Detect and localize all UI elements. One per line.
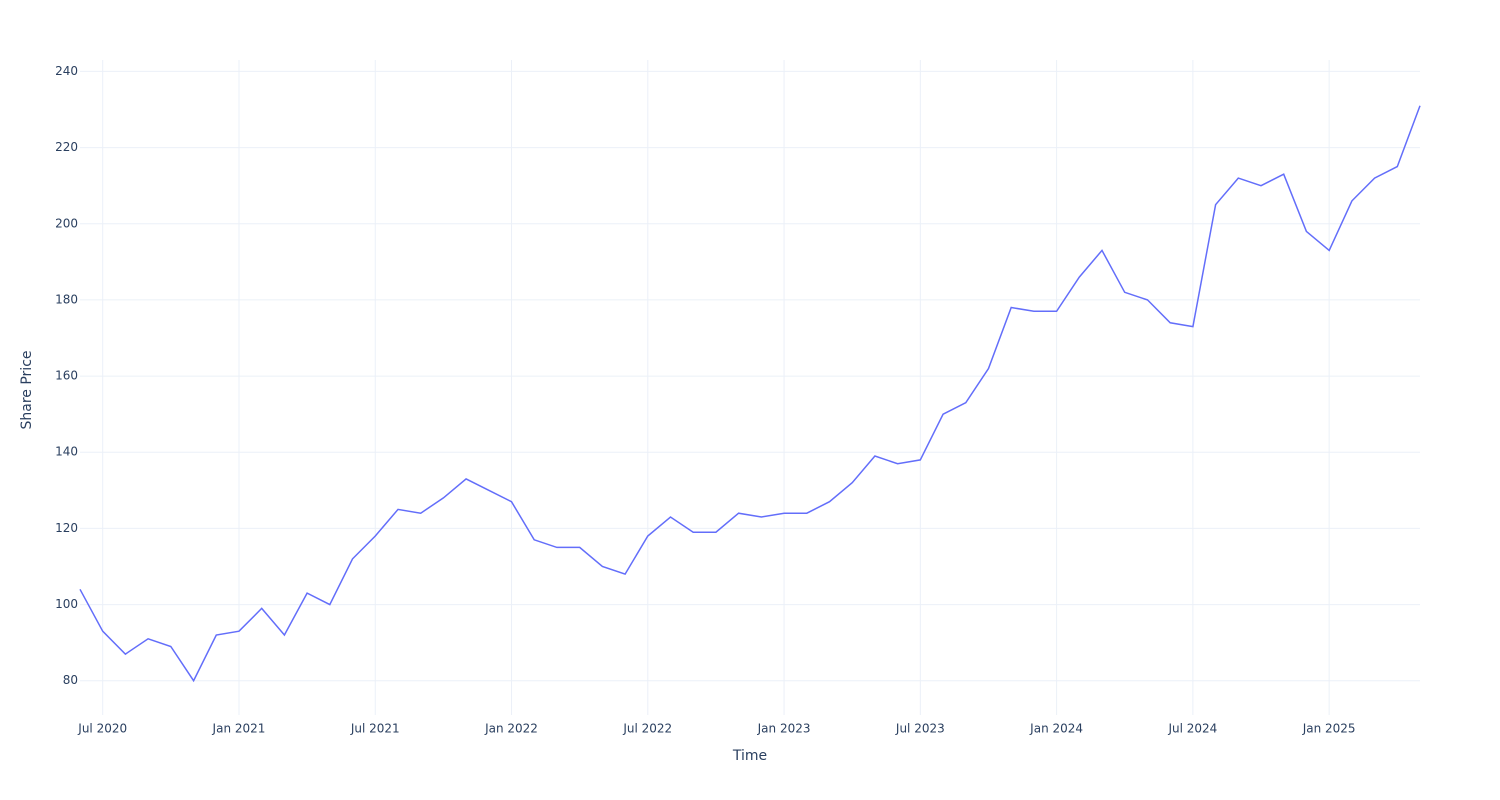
y-tick-label: 140 [55, 445, 78, 459]
y-tick-label: 240 [55, 64, 78, 78]
x-tick-label: Jul 2020 [77, 722, 127, 736]
line [79, 105, 1421, 683]
y-tick-label: 180 [55, 292, 78, 306]
x-tick-label: Jan 2022 [484, 722, 538, 736]
x-tick-label: Jul 2022 [622, 722, 672, 736]
x-tick-label: Jul 2024 [1167, 722, 1217, 736]
x-tick-label: Jan 2021 [212, 722, 266, 736]
y-tick-label: 100 [55, 597, 78, 611]
y-tick-label: 120 [55, 521, 78, 535]
y-tick-label: 160 [55, 369, 78, 383]
y-axis-title: Share Price [19, 350, 35, 429]
x-tick-label: Jul 2023 [895, 722, 945, 736]
x-tick-label: Jan 2025 [1302, 722, 1356, 736]
y-tick-label: 220 [55, 140, 78, 154]
x-axis-title: Time [732, 748, 767, 764]
x-tick-label: Jan 2023 [757, 722, 811, 736]
y-tick-label: 200 [55, 216, 78, 230]
x-tick-label: Jul 2021 [350, 722, 400, 736]
y-tick-label: 80 [63, 673, 78, 687]
x-tick-label: Jan 2024 [1029, 722, 1083, 736]
